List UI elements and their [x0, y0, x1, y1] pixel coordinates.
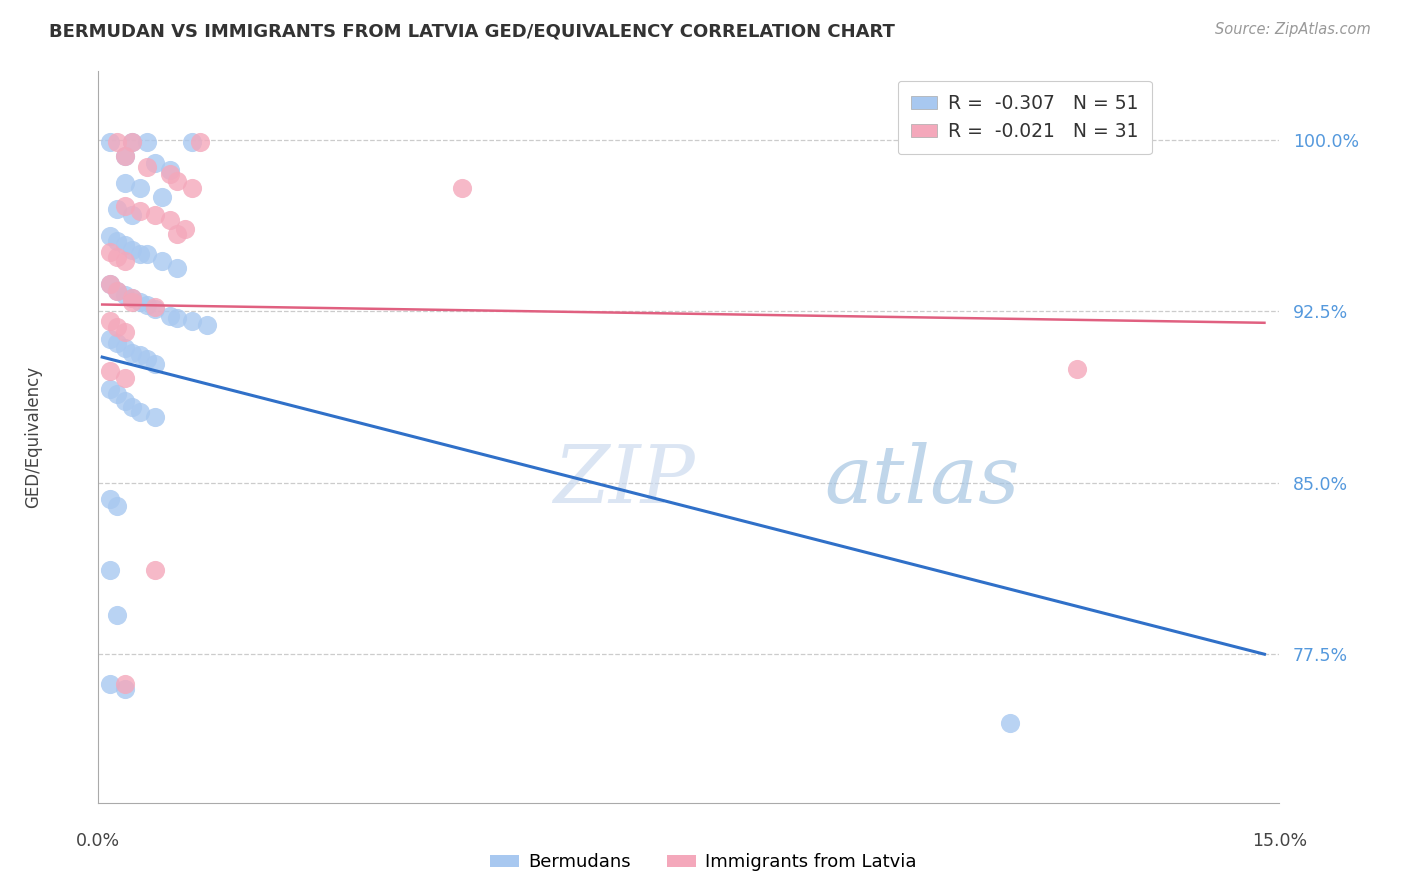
Point: [166, 311, 188, 326]
Point: [128, 181, 150, 195]
Point: [114, 149, 136, 163]
Point: [98, 563, 121, 577]
Point: [159, 162, 181, 177]
Point: [150, 254, 173, 268]
Point: [114, 341, 136, 355]
Text: ZIP: ZIP: [553, 442, 695, 520]
Point: [98, 135, 121, 149]
Point: [128, 348, 150, 362]
Point: [114, 288, 136, 302]
Point: [143, 409, 166, 424]
Point: [114, 177, 136, 191]
Point: [143, 357, 166, 371]
Point: [105, 608, 128, 623]
Point: [105, 284, 128, 298]
Point: [136, 247, 159, 261]
Point: [98, 364, 121, 378]
Point: [114, 254, 136, 268]
Text: 0.0%: 0.0%: [76, 832, 121, 850]
Point: [98, 332, 121, 346]
Point: [136, 352, 159, 367]
Point: [166, 260, 188, 275]
Point: [121, 291, 143, 305]
Point: [143, 301, 166, 317]
Point: [105, 250, 128, 264]
Point: [173, 222, 195, 236]
Point: [121, 135, 143, 149]
Point: [98, 677, 121, 691]
Point: [105, 284, 128, 298]
Point: [105, 386, 128, 401]
Point: [181, 181, 204, 195]
Point: [105, 336, 128, 351]
Point: [143, 563, 166, 577]
Point: [159, 167, 181, 181]
Point: [98, 244, 121, 259]
Point: [114, 393, 136, 408]
Point: [121, 135, 143, 149]
Text: 15.0%: 15.0%: [1251, 832, 1308, 850]
Point: [143, 208, 166, 222]
Point: [114, 238, 136, 252]
Point: [98, 313, 121, 327]
Point: [143, 300, 166, 314]
Point: [121, 208, 143, 222]
Point: [114, 149, 136, 163]
Point: [114, 370, 136, 384]
Point: [98, 277, 121, 291]
Point: [150, 190, 173, 204]
Point: [136, 135, 159, 149]
Point: [105, 234, 128, 248]
Point: [181, 313, 204, 327]
Text: GED/Equivalency: GED/Equivalency: [24, 366, 42, 508]
Point: [105, 135, 128, 149]
Point: [121, 243, 143, 257]
Point: [159, 213, 181, 227]
Point: [98, 277, 121, 291]
Point: [136, 161, 159, 175]
Point: [98, 228, 121, 243]
Text: BERMUDAN VS IMMIGRANTS FROM LATVIA GED/EQUIVALENCY CORRELATION CHART: BERMUDAN VS IMMIGRANTS FROM LATVIA GED/E…: [49, 22, 896, 40]
Point: [143, 155, 166, 169]
Point: [105, 320, 128, 334]
Point: [98, 491, 121, 506]
Point: [181, 135, 204, 149]
Point: [1066, 361, 1088, 376]
Point: [121, 401, 143, 415]
Point: [121, 295, 143, 310]
Point: [114, 325, 136, 339]
Legend: Bermudans, Immigrants from Latvia: Bermudans, Immigrants from Latvia: [482, 847, 924, 879]
Point: [136, 297, 159, 311]
Point: [998, 715, 1021, 730]
Point: [114, 199, 136, 213]
Point: [98, 382, 121, 396]
Point: [121, 345, 143, 359]
Point: [121, 291, 143, 305]
Legend: R =  -0.307   N = 51, R =  -0.021   N = 31: R = -0.307 N = 51, R = -0.021 N = 31: [897, 81, 1152, 154]
Point: [166, 174, 188, 188]
Point: [114, 677, 136, 691]
Point: [159, 309, 181, 323]
Point: [128, 247, 150, 261]
Point: [166, 227, 188, 241]
Point: [128, 405, 150, 419]
Point: [105, 499, 128, 513]
Point: [188, 135, 211, 149]
Point: [105, 202, 128, 216]
Point: [128, 295, 150, 310]
Text: atlas: atlas: [825, 442, 1021, 520]
Point: [451, 181, 474, 195]
Point: [128, 203, 150, 218]
Text: Source: ZipAtlas.com: Source: ZipAtlas.com: [1215, 22, 1371, 37]
Point: [114, 681, 136, 696]
Point: [195, 318, 218, 332]
